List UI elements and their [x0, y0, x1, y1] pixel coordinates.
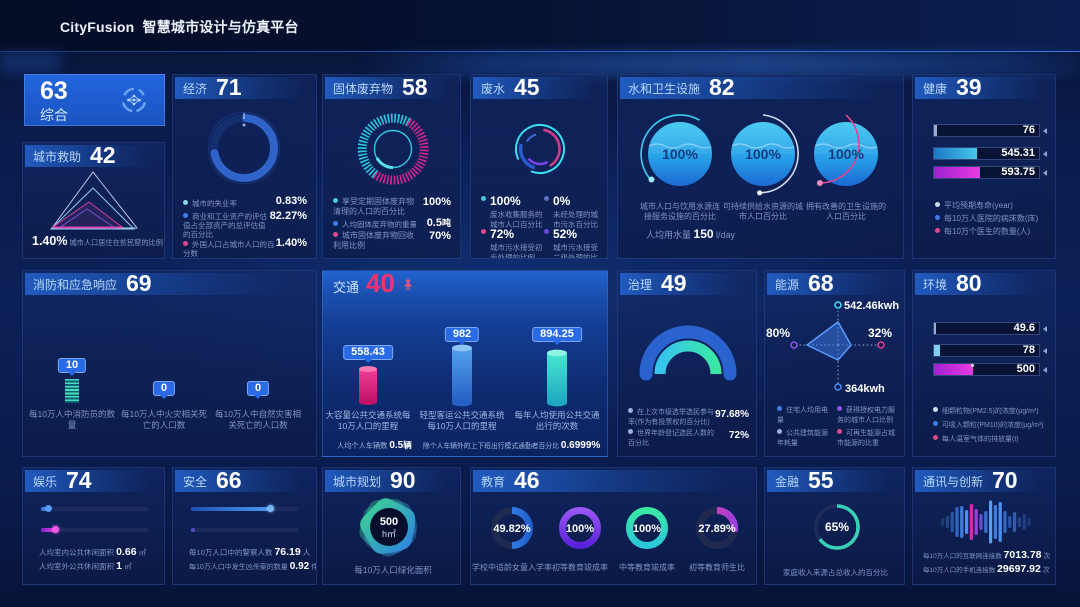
svg-text:49.82%: 49.82%: [493, 523, 531, 535]
svg-text:65%: 65%: [825, 520, 849, 534]
svg-text:32%: 32%: [868, 326, 892, 340]
svg-text:27.89%: 27.89%: [698, 523, 736, 535]
svg-text:100%: 100%: [633, 523, 661, 535]
svg-text:542.46kwh: 542.46kwh: [844, 300, 899, 312]
svg-text:100%: 100%: [828, 146, 864, 162]
svg-text:80%: 80%: [766, 326, 790, 340]
svg-text:100%: 100%: [662, 146, 698, 162]
svg-text:100%: 100%: [745, 146, 781, 162]
svg-text:364kwh: 364kwh: [845, 383, 885, 395]
svg-text:100%: 100%: [566, 523, 594, 535]
svg-text:h㎡: h㎡: [382, 529, 396, 539]
svg-text:500: 500: [380, 516, 398, 528]
